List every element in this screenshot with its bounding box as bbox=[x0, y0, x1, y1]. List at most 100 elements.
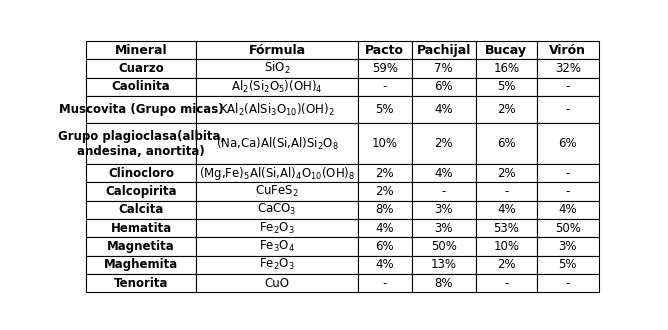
Text: 32%: 32% bbox=[555, 62, 581, 75]
Text: -: - bbox=[442, 185, 446, 198]
Bar bbox=[537, 78, 599, 96]
Bar bbox=[196, 59, 358, 78]
Bar bbox=[358, 182, 411, 201]
Bar bbox=[86, 256, 196, 274]
Text: -: - bbox=[504, 185, 508, 198]
Bar bbox=[358, 237, 411, 256]
Text: Pachijal: Pachijal bbox=[416, 44, 471, 56]
Text: 4%: 4% bbox=[375, 258, 394, 271]
Text: 4%: 4% bbox=[497, 203, 516, 216]
Text: -: - bbox=[504, 277, 508, 290]
Text: 10%: 10% bbox=[371, 137, 397, 150]
Text: 2%: 2% bbox=[375, 185, 394, 198]
Text: -: - bbox=[383, 277, 387, 290]
Text: -: - bbox=[566, 167, 570, 180]
Bar bbox=[476, 274, 537, 292]
Text: CuO: CuO bbox=[265, 277, 289, 290]
Text: Fe$_2$O$_3$: Fe$_2$O$_3$ bbox=[259, 257, 295, 273]
Text: 50%: 50% bbox=[555, 222, 580, 235]
Bar bbox=[86, 59, 196, 78]
Text: -: - bbox=[566, 277, 570, 290]
Bar bbox=[411, 41, 476, 59]
Bar bbox=[358, 256, 411, 274]
Text: Cuarzo: Cuarzo bbox=[118, 62, 164, 75]
Text: Maghemita: Maghemita bbox=[104, 258, 178, 271]
Text: 4%: 4% bbox=[434, 103, 453, 116]
Text: Mineral: Mineral bbox=[115, 44, 168, 56]
Text: Hematita: Hematita bbox=[111, 222, 172, 235]
Text: 2%: 2% bbox=[497, 103, 516, 116]
Bar bbox=[411, 78, 476, 96]
Text: CuFeS$_2$: CuFeS$_2$ bbox=[255, 184, 299, 199]
Text: -: - bbox=[566, 185, 570, 198]
Bar bbox=[86, 164, 196, 182]
Bar bbox=[358, 219, 411, 237]
Bar bbox=[537, 256, 599, 274]
Bar bbox=[86, 41, 196, 59]
Bar bbox=[86, 78, 196, 96]
Bar bbox=[537, 219, 599, 237]
Text: Caolinita: Caolinita bbox=[112, 80, 170, 93]
Text: 6%: 6% bbox=[375, 240, 394, 253]
Bar bbox=[537, 164, 599, 182]
Bar bbox=[358, 41, 411, 59]
Bar bbox=[537, 123, 599, 164]
Text: Fe$_3$O$_4$: Fe$_3$O$_4$ bbox=[259, 239, 295, 254]
Bar bbox=[537, 96, 599, 123]
Bar bbox=[358, 201, 411, 219]
Text: 6%: 6% bbox=[558, 137, 577, 150]
Text: 53%: 53% bbox=[494, 222, 519, 235]
Text: 2%: 2% bbox=[375, 167, 394, 180]
Bar bbox=[411, 219, 476, 237]
Bar bbox=[358, 96, 411, 123]
Text: 16%: 16% bbox=[493, 62, 520, 75]
Bar bbox=[537, 201, 599, 219]
Bar bbox=[411, 123, 476, 164]
Text: (Na,Ca)Al(Si,Al)Si$_2$O$_8$: (Na,Ca)Al(Si,Al)Si$_2$O$_8$ bbox=[216, 136, 339, 152]
Bar bbox=[476, 219, 537, 237]
Bar bbox=[411, 164, 476, 182]
Text: Tenorita: Tenorita bbox=[114, 277, 168, 290]
Text: SiO$_2$: SiO$_2$ bbox=[264, 60, 291, 77]
Text: 59%: 59% bbox=[371, 62, 397, 75]
Text: Virón: Virón bbox=[549, 44, 587, 56]
Text: Clinocloro: Clinocloro bbox=[108, 167, 174, 180]
Text: -: - bbox=[383, 80, 387, 93]
Text: Magnetita: Magnetita bbox=[108, 240, 175, 253]
Text: 5%: 5% bbox=[558, 258, 577, 271]
Bar bbox=[86, 274, 196, 292]
Bar bbox=[411, 274, 476, 292]
Bar bbox=[537, 59, 599, 78]
Text: 2%: 2% bbox=[497, 258, 516, 271]
Bar bbox=[196, 123, 358, 164]
Text: 3%: 3% bbox=[434, 222, 453, 235]
Bar bbox=[358, 123, 411, 164]
Bar bbox=[358, 59, 411, 78]
Text: 7%: 7% bbox=[434, 62, 453, 75]
Text: 3%: 3% bbox=[558, 240, 577, 253]
Bar bbox=[537, 237, 599, 256]
Bar bbox=[86, 96, 196, 123]
Text: Fórmula: Fórmula bbox=[248, 44, 305, 56]
Text: 4%: 4% bbox=[434, 167, 453, 180]
Bar bbox=[411, 96, 476, 123]
Bar bbox=[537, 182, 599, 201]
Text: 8%: 8% bbox=[375, 203, 394, 216]
Bar bbox=[476, 78, 537, 96]
Text: Calcopirita: Calcopirita bbox=[106, 185, 177, 198]
Text: Al$_2$(Si$_2$O$_5$)(OH)$_4$: Al$_2$(Si$_2$O$_5$)(OH)$_4$ bbox=[231, 79, 323, 95]
Bar bbox=[86, 182, 196, 201]
Text: (Mg,Fe)$_5$Al(Si,Al)$_4$O$_{10}$(OH)$_8$: (Mg,Fe)$_5$Al(Si,Al)$_4$O$_{10}$(OH)$_8$ bbox=[199, 165, 355, 182]
Text: CaCO$_3$: CaCO$_3$ bbox=[257, 202, 297, 217]
Text: Muscovita (Grupo micas): Muscovita (Grupo micas) bbox=[59, 103, 224, 116]
Bar bbox=[537, 41, 599, 59]
Bar bbox=[196, 256, 358, 274]
Text: 5%: 5% bbox=[375, 103, 394, 116]
Text: KAl$_2$(AlSi$_3$O$_{10}$)(OH)$_2$: KAl$_2$(AlSi$_3$O$_{10}$)(OH)$_2$ bbox=[219, 102, 335, 118]
Text: 13%: 13% bbox=[431, 258, 456, 271]
Bar bbox=[358, 274, 411, 292]
Text: 4%: 4% bbox=[375, 222, 394, 235]
Text: 5%: 5% bbox=[497, 80, 516, 93]
Bar bbox=[196, 182, 358, 201]
Text: Grupo plagioclasa(albita,
andesina, anortita): Grupo plagioclasa(albita, andesina, anor… bbox=[57, 130, 224, 158]
